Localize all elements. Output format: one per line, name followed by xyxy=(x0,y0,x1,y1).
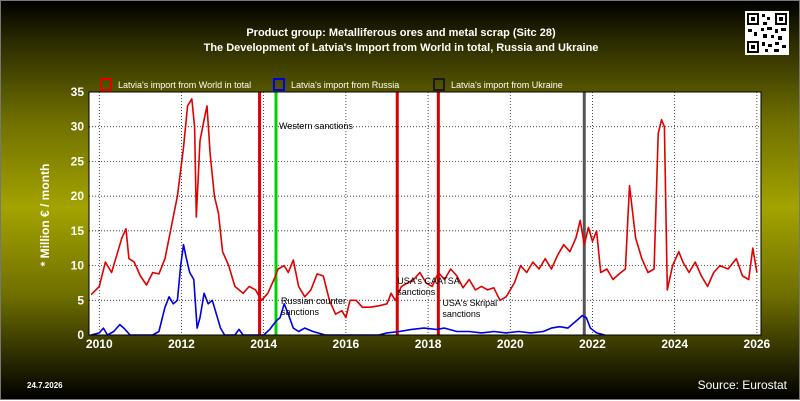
y-tick-label: 10 xyxy=(71,259,85,273)
y-tick-label: 30 xyxy=(71,120,85,134)
legend-label: Latvia's import from World in total xyxy=(118,80,251,90)
source-label: Source: Eurostat xyxy=(697,378,787,392)
x-tick-label: 2022 xyxy=(579,337,606,351)
event-label: sanctions xyxy=(397,287,436,297)
legend-swatch xyxy=(100,78,112,91)
event-label: sanctions xyxy=(281,307,320,317)
y-tick-label: 0 xyxy=(77,328,84,342)
x-tick-label: 2018 xyxy=(415,337,442,351)
legend-swatch xyxy=(273,78,285,91)
series-line-0 xyxy=(90,98,758,319)
qr-code-icon xyxy=(745,11,789,55)
x-tick-label: 2012 xyxy=(168,337,195,351)
event-label: USA's Skripal xyxy=(442,298,497,308)
x-tick-label: 2020 xyxy=(497,337,524,351)
y-tick-label: 20 xyxy=(71,189,85,203)
event-label: Western sanctions xyxy=(279,121,353,131)
chart-subtitle: The Development of Latvia's Import from … xyxy=(203,42,599,54)
x-tick-label: 2014 xyxy=(250,337,277,351)
event-label: Russian counter xyxy=(281,296,346,306)
x-tick-label: 2016 xyxy=(333,337,360,351)
footer-date: 24.7.2026 xyxy=(27,381,63,390)
y-axis-label: * Million € / month xyxy=(38,164,52,267)
x-tick-label: 2010 xyxy=(86,337,113,351)
legend-label: Latvia's import from Ukraine xyxy=(451,80,563,90)
series-line-1 xyxy=(90,243,605,336)
x-tick-label: 2024 xyxy=(661,337,688,351)
x-tick-label: 2026 xyxy=(744,337,771,351)
y-tick-label: 25 xyxy=(71,154,85,168)
legend-label: Latvia's import from Russia xyxy=(291,80,399,90)
y-tick-label: 5 xyxy=(77,293,84,307)
chart-title: Product group: Metalliferous ores and me… xyxy=(246,27,556,39)
y-tick-label: 35 xyxy=(71,85,85,99)
event-label: USA's CAATSA xyxy=(397,276,460,286)
legend-swatch xyxy=(433,78,445,91)
y-tick-label: 15 xyxy=(71,224,85,238)
event-label: sanctions xyxy=(442,309,481,319)
